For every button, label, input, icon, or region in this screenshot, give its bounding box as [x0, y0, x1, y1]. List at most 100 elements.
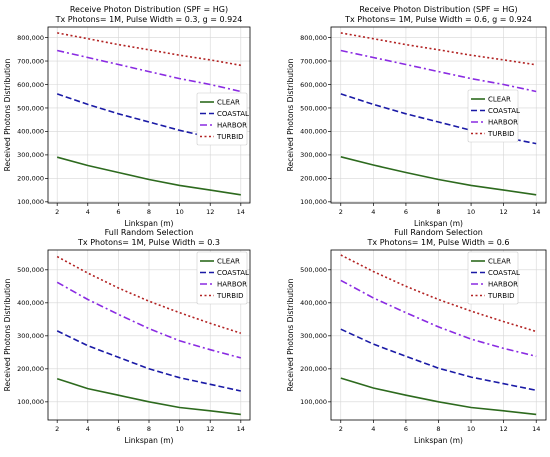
x-tick-label: 10 [175, 208, 183, 216]
series-line-harbor [56, 281, 242, 359]
chart-subtitle: Tx Photons= 1M, Pulse Width = 0.3, g = 0… [55, 15, 243, 24]
x-tick-label: 6 [116, 208, 120, 216]
y-tick-label: 300,000 [300, 332, 327, 340]
y-tick-label: 400,000 [17, 299, 44, 307]
series-line-clear [340, 377, 537, 416]
series-line-coastal [56, 93, 241, 146]
y-tick-label: 800,000 [17, 34, 44, 42]
x-axis-label: Linkspan (m) [414, 436, 463, 445]
x-axis-label: Linkspan (m) [414, 219, 463, 228]
legend-label-turbid: TURBID [216, 133, 244, 141]
legend-label-coastal: COASTAL [217, 269, 249, 277]
x-tick-label: 8 [147, 208, 151, 216]
y-tick-label: 200,000 [17, 365, 44, 373]
series-line-harbor [57, 49, 241, 93]
series-line-clear [56, 377, 241, 416]
y-tick-label: 500,000 [17, 266, 44, 274]
y-tick-label: 600,000 [17, 81, 44, 89]
legend-label-harbor: HARBOR [488, 281, 518, 289]
legend-label-harbor: HARBOR [217, 281, 247, 289]
chart-panel-2: Receive Photon Distribution (SPF = HG)Tx… [286, 5, 547, 228]
series-line-coastal [340, 328, 537, 392]
chart-subtitle: Tx Photons= 1M, Pulse Width = 0.3 [77, 238, 220, 247]
y-axis-label: Received Photons Distribution [3, 58, 12, 171]
y-tick-label: 600,000 [300, 81, 327, 89]
chart-subtitle: Tx Photons= 1M, Pulse Width = 0.6 [367, 238, 510, 247]
chart-title: Full Random Selection [105, 228, 194, 237]
legend-label-coastal: COASTAL [217, 110, 249, 118]
y-tick-label: 400,000 [17, 128, 44, 136]
y-tick-label: 300,000 [17, 332, 44, 340]
chart-title: Receive Photon Distribution (SPF = HG) [70, 5, 228, 14]
legend-box [196, 251, 248, 305]
x-tick-label: 4 [86, 208, 90, 216]
y-tick-label: 700,000 [300, 57, 327, 65]
y-tick-label: 500,000 [300, 104, 327, 112]
x-tick-label: 12 [500, 425, 508, 433]
chart-title: Receive Photon Distribution (SPF = HG) [359, 5, 517, 14]
legend-label-coastal: COASTAL [488, 107, 520, 115]
y-tick-label: 100,000 [17, 198, 44, 206]
legend-label-clear: CLEAR [488, 258, 511, 266]
legend: CLEAR COASTAL HARBOR TURBID [196, 92, 249, 146]
legend-label-harbor: HARBOR [488, 119, 518, 127]
x-tick-label: 10 [467, 208, 475, 216]
series-line-clear [56, 156, 241, 196]
x-tick-label: 6 [116, 425, 120, 433]
x-tick-label: 14 [532, 208, 540, 216]
legend: CLEAR COASTAL HARBOR TURBID [196, 251, 249, 305]
chart-title: Full Random Selection [394, 228, 483, 237]
y-tick-label: 200,000 [17, 175, 44, 183]
series-line-coastal [340, 93, 537, 145]
x-tick-label: 8 [147, 425, 151, 433]
y-tick-label: 200,000 [300, 175, 327, 183]
legend: CLEAR COASTAL HARBOR TURBID [467, 89, 520, 143]
legend-label-turbid: TURBID [487, 130, 515, 138]
legend-box [196, 92, 248, 146]
legend-label-coastal: COASTAL [488, 269, 520, 277]
y-axis-label: Received Photons Distribution [3, 278, 12, 391]
y-tick-label: 200,000 [300, 365, 327, 373]
x-tick-label: 10 [467, 425, 475, 433]
x-tick-label: 10 [175, 425, 183, 433]
x-tick-label: 4 [371, 208, 375, 216]
x-tick-label: 2 [339, 425, 343, 433]
y-axis-label: Received Photons Distribution [286, 58, 295, 171]
series-line-coastal [56, 330, 241, 392]
y-tick-label: 800,000 [300, 34, 327, 42]
y-tick-label: 300,000 [300, 151, 327, 159]
series-line-clear [340, 156, 537, 196]
x-tick-label: 14 [237, 208, 245, 216]
y-tick-label: 500,000 [300, 266, 327, 274]
series-line-harbor [340, 49, 537, 93]
x-tick-label: 2 [55, 425, 59, 433]
x-tick-label: 12 [206, 208, 214, 216]
chart-panel-1: Receive Photon Distribution (SPF = HG)Tx… [3, 5, 251, 228]
x-tick-label: 14 [532, 425, 540, 433]
legend-box [467, 251, 519, 305]
series-line-turbid [340, 32, 537, 66]
y-tick-label: 100,000 [300, 398, 327, 406]
y-tick-label: 100,000 [17, 398, 44, 406]
legend-box [467, 89, 519, 143]
y-tick-label: 500,000 [17, 104, 44, 112]
x-axis-label: Linkspan (m) [125, 436, 174, 445]
y-tick-label: 100,000 [300, 198, 327, 206]
x-axis-label: Linkspan (m) [125, 219, 174, 228]
x-tick-label: 2 [339, 208, 343, 216]
x-tick-label: 4 [86, 425, 90, 433]
x-tick-label: 8 [436, 208, 440, 216]
x-tick-label: 14 [237, 425, 245, 433]
series-line-harbor [340, 279, 537, 358]
x-tick-label: 12 [206, 425, 214, 433]
x-tick-label: 12 [500, 208, 508, 216]
legend-label-clear: CLEAR [488, 96, 511, 104]
y-tick-label: 300,000 [17, 151, 44, 159]
legend-label-clear: CLEAR [217, 99, 240, 107]
series-line-turbid [340, 254, 537, 333]
chart-subtitle: Tx Photons= 1M, Pulse Width = 0.6, g = 0… [344, 15, 532, 24]
legend: CLEAR COASTAL HARBOR TURBID [467, 251, 520, 305]
x-tick-label: 2 [55, 208, 59, 216]
